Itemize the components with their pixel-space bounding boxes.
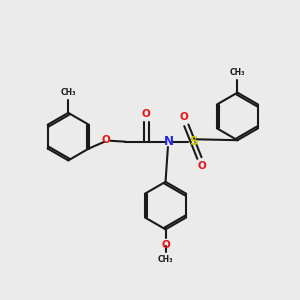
Text: O: O xyxy=(180,112,188,122)
Text: O: O xyxy=(197,161,206,171)
Text: O: O xyxy=(161,240,170,250)
Text: O: O xyxy=(102,135,110,145)
Text: CH₃: CH₃ xyxy=(158,255,173,264)
Text: CH₃: CH₃ xyxy=(230,68,245,77)
Text: S: S xyxy=(189,135,197,148)
Text: O: O xyxy=(142,110,151,119)
Text: CH₃: CH₃ xyxy=(61,88,76,98)
Text: N: N xyxy=(164,135,173,148)
